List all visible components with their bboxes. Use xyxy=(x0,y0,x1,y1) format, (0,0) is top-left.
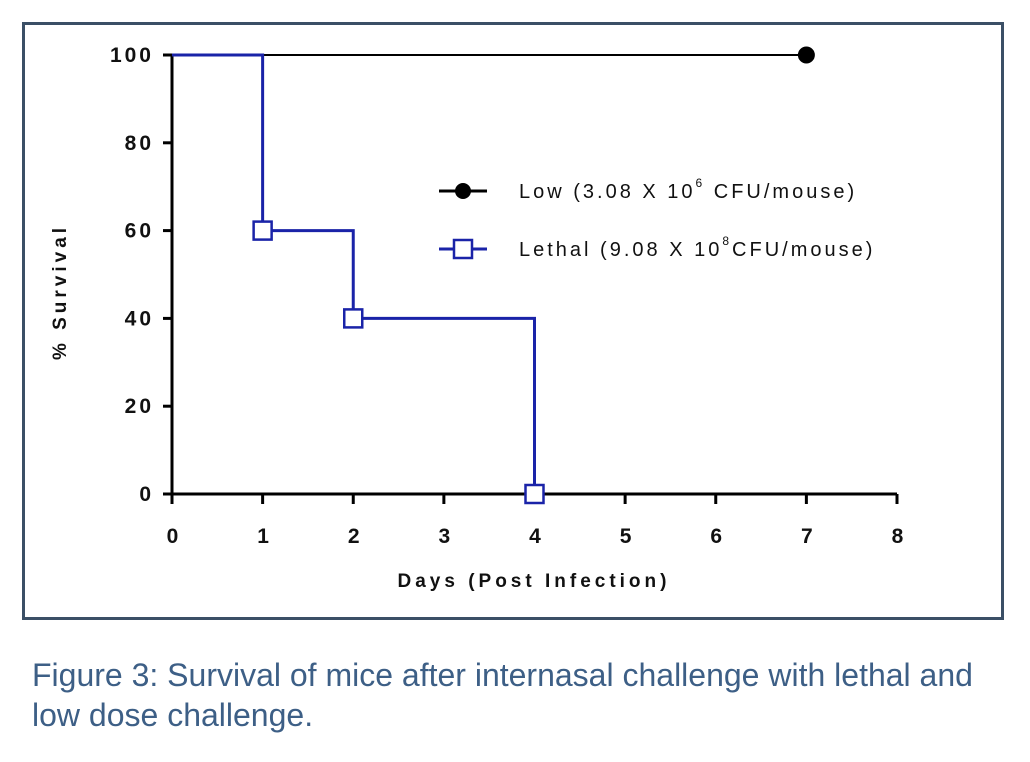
x-tick-label: 6 xyxy=(710,525,725,548)
legend-label-tail: CFU/mouse) xyxy=(705,181,857,203)
y-tick-label: 40 xyxy=(125,307,154,330)
y-tick-label: 20 xyxy=(125,395,154,418)
figure-frame xyxy=(22,22,1004,620)
y-tick-label: 80 xyxy=(125,132,154,155)
figure-caption: Figure 3: Survival of mice after interna… xyxy=(32,657,973,733)
x-tick-label: 1 xyxy=(257,525,272,548)
legend-label-base: Lethal (9.08 X 10 xyxy=(519,239,722,261)
legend-marker-low xyxy=(455,183,471,199)
x-tick-label: 4 xyxy=(529,525,544,548)
data-point-lethal xyxy=(524,483,545,505)
legend-label-lethal: Lethal (9.08 X 108CFU/mouse) xyxy=(519,234,875,261)
data-point-low xyxy=(797,46,815,64)
legend-label-tail: CFU/mouse) xyxy=(732,239,875,261)
series-layer xyxy=(172,46,815,505)
legend-label-low: Low (3.08 X 106 CFU/mouse) xyxy=(519,176,857,203)
axes: 0 20 40 60 80 100 0 1 2 3 4 5 6 7 8 xyxy=(110,44,907,548)
y-tick-label: 0 xyxy=(139,483,154,506)
x-tick-label: 5 xyxy=(620,525,635,548)
x-tick-label: 7 xyxy=(801,525,816,548)
series-line-lethal xyxy=(172,53,536,494)
x-tick-label: 0 xyxy=(167,525,182,548)
x-tick-label: 8 xyxy=(892,525,907,548)
y-tick-label: 60 xyxy=(125,220,154,243)
x-axis-title: Days (Post Infection) xyxy=(398,571,671,592)
legend-label-exponent: 8 xyxy=(722,234,732,248)
y-axis-title: % Survival xyxy=(50,224,71,360)
data-point-lethal xyxy=(343,308,364,329)
legend-marker-lethal xyxy=(452,238,474,260)
y-tick-label: 100 xyxy=(110,44,154,67)
x-tick-label: 3 xyxy=(439,525,454,548)
legend-label-base: Low (3.08 X 10 xyxy=(519,181,696,203)
x-tick-label: 2 xyxy=(348,525,363,548)
legend-label-exponent: 6 xyxy=(696,176,706,190)
legend: Low (3.08 X 106 CFU/mouse)Lethal (9.08 X… xyxy=(439,176,875,261)
data-point-lethal xyxy=(252,220,273,241)
